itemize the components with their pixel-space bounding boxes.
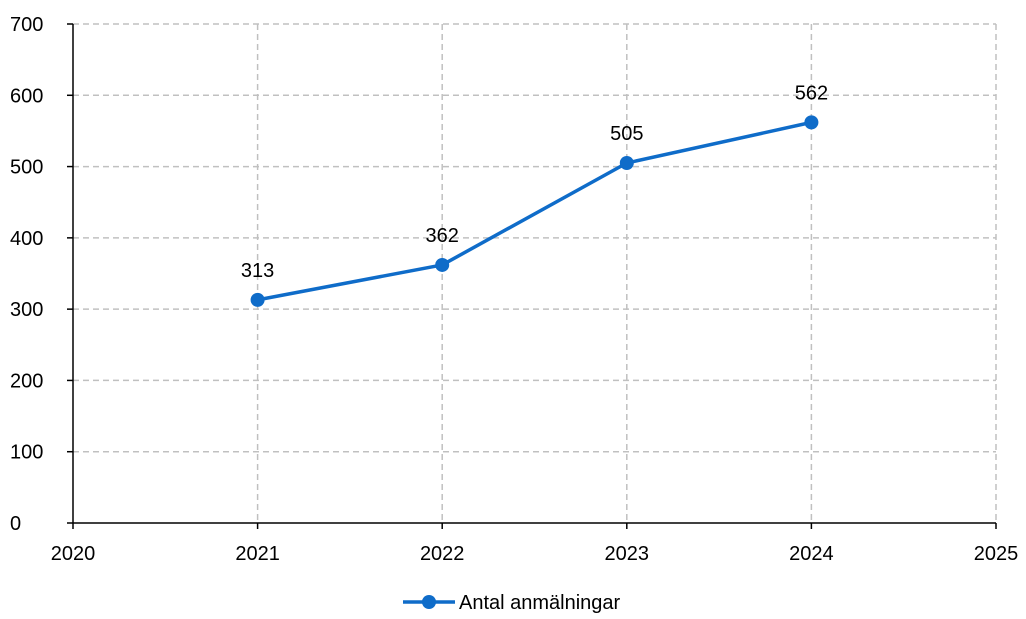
y-tick-label: 300	[10, 299, 43, 321]
data-point	[804, 115, 819, 130]
x-tick-label: 2024	[789, 543, 834, 565]
data-point	[250, 292, 265, 307]
data-point	[435, 257, 450, 272]
x-tick-label: 2025	[974, 543, 1019, 565]
y-tick-label: 400	[10, 228, 43, 250]
y-tick-label: 600	[10, 85, 43, 107]
y-tick-label: 700	[10, 14, 43, 36]
x-tick-label: 2021	[235, 543, 280, 565]
series	[250, 115, 819, 307]
data-label: 505	[610, 123, 643, 145]
x-tick-label: 2023	[605, 543, 650, 565]
y-tick-label: 200	[10, 370, 43, 392]
y-tick-label: 500	[10, 157, 43, 179]
y-tick-label: 100	[10, 442, 43, 464]
data-label: 562	[795, 82, 828, 104]
legend-marker-swatch	[422, 595, 436, 609]
axes	[67, 23, 997, 529]
data-labels: 313 362 505 562	[241, 82, 828, 282]
data-label: 313	[241, 260, 274, 282]
x-tick-label: 2022	[420, 543, 465, 565]
legend-label: Antal anmälningar	[459, 592, 621, 614]
tick-labels: 2020 2021 2022 2023 2024 2025 0 100 200 300 400 500…	[10, 14, 1018, 565]
data-label: 362	[426, 225, 459, 247]
y-tick-label: 0	[10, 513, 21, 535]
gridlines	[73, 23, 997, 523]
series-line	[255, 120, 814, 302]
data-point	[619, 156, 634, 171]
x-tick-label: 2020	[51, 543, 96, 565]
legend: Antal anmälningar	[403, 592, 621, 614]
